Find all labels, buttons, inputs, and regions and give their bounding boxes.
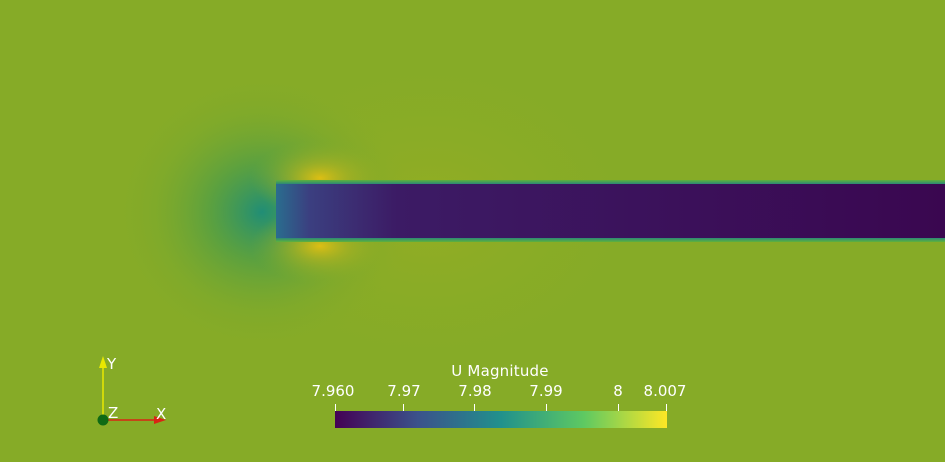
colorbar-tick-mark bbox=[618, 404, 619, 414]
x-axis-arrow-icon bbox=[154, 416, 166, 424]
wake-band bbox=[276, 184, 945, 238]
colorbar-tick-mark bbox=[335, 404, 336, 414]
colorbar-tick-label: 8 bbox=[613, 382, 623, 400]
orientation-axes: Y Z X bbox=[92, 352, 182, 432]
colorbar-tick-mark bbox=[403, 404, 404, 414]
colorbar-tick-mark bbox=[546, 404, 547, 414]
colorbar-gradient bbox=[335, 411, 667, 428]
colorbar-tick-label: 8.007 bbox=[643, 382, 687, 400]
colorbar-tick-mark bbox=[474, 404, 475, 414]
scalar-colorbar[interactable]: U Magnitude 7.960 7.97 7.98 7.99 8 8.007 bbox=[300, 360, 720, 440]
colorbar-tick-label: 7.960 bbox=[311, 382, 355, 400]
y-axis-arrow-icon bbox=[99, 356, 107, 368]
colorbar-tick-label: 7.97 bbox=[387, 382, 421, 400]
colorbar-tick-mark bbox=[666, 404, 667, 414]
x-axis-label: X bbox=[156, 405, 167, 423]
colorbar-title: U Magnitude bbox=[451, 362, 549, 380]
wake-upper-edge bbox=[276, 180, 945, 185]
y-axis-label: Y bbox=[107, 355, 117, 373]
axes-lines bbox=[97, 356, 166, 426]
z-axis-dot-icon bbox=[97, 414, 109, 426]
wake-lower-edge bbox=[276, 237, 945, 242]
z-axis-label: Z bbox=[108, 404, 119, 422]
colorbar-tick-label: 7.99 bbox=[529, 382, 563, 400]
colorbar-tick-label: 7.98 bbox=[458, 382, 492, 400]
